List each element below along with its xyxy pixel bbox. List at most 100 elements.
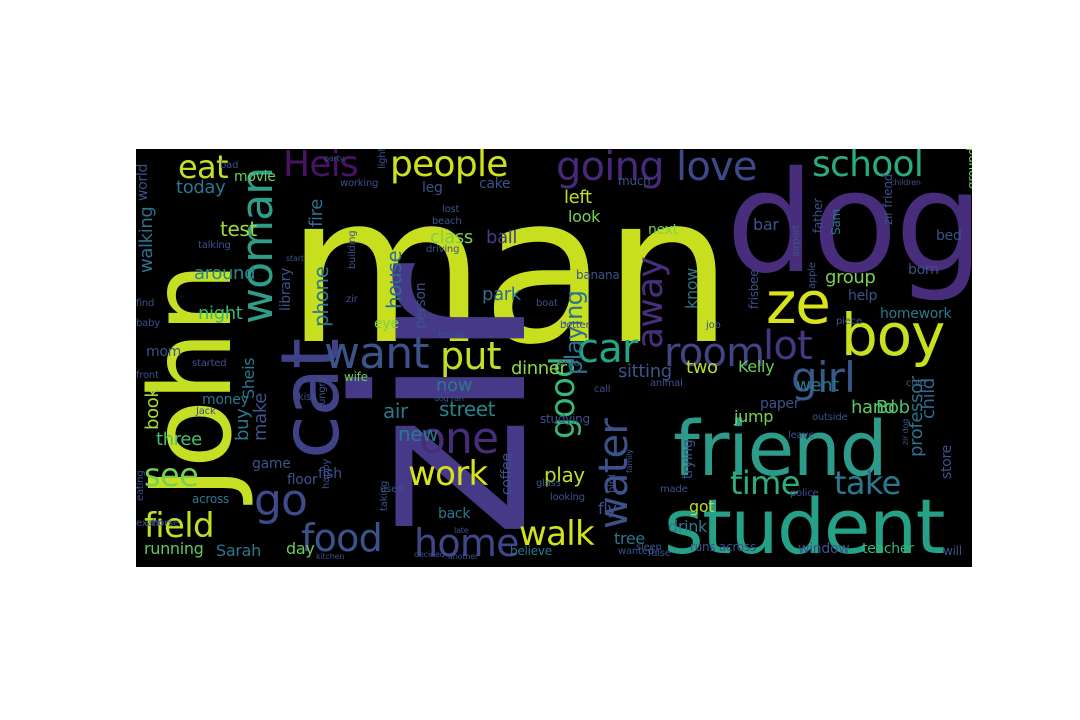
word-apple: apple [807,262,818,289]
word-go: go [254,475,308,526]
word-call: call [594,384,611,395]
word-trying: trying [680,439,696,480]
word-working: working [340,178,379,189]
word-bed: bed [936,228,962,244]
word-piece: piece [836,316,862,327]
word-lost: lost [442,204,460,215]
word-drink: drink [668,517,707,536]
word-tree: tree [614,529,645,548]
word-zir-dog: zir dog [901,418,910,445]
word-left: left [564,187,592,208]
word-runs-across: runs across [690,540,757,554]
word-across: across [192,492,230,506]
word-going: going [556,149,665,190]
word-mom: mom [146,344,182,360]
word-around: around [194,263,256,284]
word-happy: happy [321,458,332,489]
word-boat: boat [536,298,558,309]
word-woman: woman [232,167,283,324]
word-leave: leave [788,430,815,441]
word-children: children [890,178,921,187]
word-play: play [544,463,585,487]
word-back: back [438,506,471,522]
word-police: police [790,488,819,499]
word-new: new [398,422,439,446]
word-group: group [825,267,876,288]
word-floor: floor [287,472,318,488]
word-wife: wife [344,370,368,384]
word-today: today [176,177,226,198]
word-talking: talking [198,240,231,251]
word-hand: hand [851,397,895,418]
word-sleep: sleep [636,542,662,553]
word-ze: ze [766,269,831,337]
word-running: running [144,539,204,558]
word-library: library [278,267,294,311]
word-cold: cold [906,378,926,389]
word-much: much [618,174,651,188]
word-field: field [144,506,215,546]
word-want: want [324,328,429,379]
word-zir2: zir [346,294,358,305]
word-dinner: dinner [511,358,567,379]
word-looking: looking [550,492,585,503]
word-cloud: man zir dog John student friend cat boy ze woman g… [136,149,972,567]
word-got: got [689,497,715,516]
word-find: find [136,298,155,309]
word-walk: walk [519,514,595,554]
word-now: now [436,375,473,396]
word-love: love [676,149,757,190]
word-animal: animal [650,378,683,389]
word-onto: onto [558,358,580,369]
word-bad: bad [220,160,239,171]
word-wanted: wanted [618,546,654,557]
word-heis: Heis [283,149,359,185]
word-car: car [577,326,638,372]
word-exam: exam [136,518,163,529]
word-look: look [568,207,601,226]
word-late: late [454,526,469,535]
word-eating: eating [136,470,146,501]
word-better: better [560,320,590,331]
word-light: light [377,149,388,169]
word-fish: fish [318,466,342,482]
word-eat: eat [178,149,229,186]
word-start: start [286,254,304,263]
word-sitting: sitting [618,361,672,382]
word-park: park [482,284,521,305]
word-teacher: teacher [862,541,914,557]
word-friend: friend [673,404,888,493]
word-airport: airport [791,224,802,257]
word-room: room [664,330,765,376]
word-walking: walking [136,206,157,274]
word-take: take [834,464,901,502]
word-frisbee: frisbee [747,269,761,309]
word-coffee: coffee [499,453,515,495]
word-person: person [413,282,429,329]
word-eye: eye [374,316,399,332]
word-sam: Sam [829,209,843,235]
word-class: class [430,227,473,248]
word-believe: believe [510,544,552,558]
word-driving: driving [426,244,460,255]
word-bird: bird [607,474,618,493]
word-air: air [383,399,408,423]
word-test: test [220,217,257,241]
word-party: party [324,154,345,163]
word-false: false [648,548,671,559]
word-bob: Bob [876,397,910,418]
word-phone: phone [309,266,333,327]
word-money: money [202,392,249,408]
word-away: away [630,257,671,349]
word-family: family [625,449,634,473]
word-put: put [440,334,502,378]
word-help: help [848,288,878,304]
word-dog: dog [726,149,972,305]
word-fly: fly [598,499,617,518]
word-jack: Jack [196,406,216,417]
word-man: man [286,152,733,390]
word-paper: paper [760,396,800,412]
word-hungry: hungry [317,376,328,411]
word-ball: ball [486,227,518,248]
word-sarah: Sarah [216,541,261,560]
